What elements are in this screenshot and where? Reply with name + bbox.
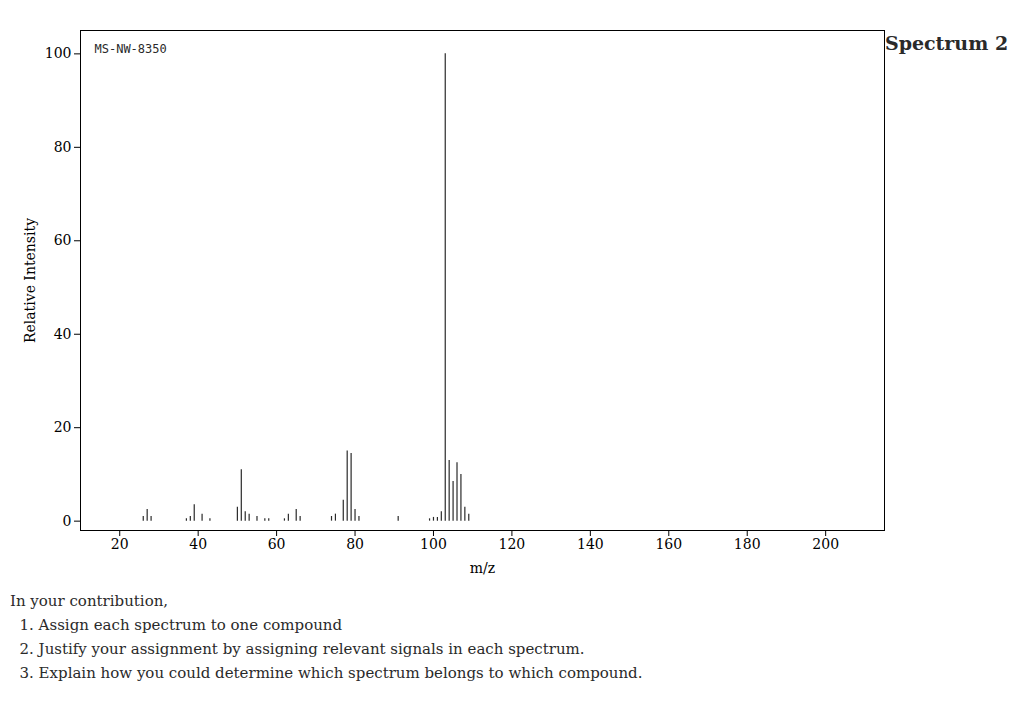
svg-text:140: 140 bbox=[577, 536, 604, 552]
svg-text:MS-NW-8350: MS-NW-8350 bbox=[95, 42, 167, 56]
svg-text:80: 80 bbox=[54, 139, 72, 155]
svg-text:40: 40 bbox=[54, 326, 72, 342]
svg-text:40: 40 bbox=[189, 536, 207, 552]
svg-text:Relative Intensity: Relative Intensity bbox=[22, 218, 38, 343]
html-text:3. Explain how you could deter: 3. Explain how you could determine which… bbox=[10, 664, 643, 682]
svg-text:60: 60 bbox=[268, 536, 286, 552]
svg-text:20: 20 bbox=[111, 536, 129, 552]
svg-text:Spectrum 2: Spectrum 2 bbox=[885, 32, 1008, 54]
svg-text:180: 180 bbox=[734, 536, 761, 552]
svg-text:0: 0 bbox=[63, 513, 72, 529]
svg-text:80: 80 bbox=[346, 536, 364, 552]
svg-text:120: 120 bbox=[499, 536, 526, 552]
svg-text:m/z: m/z bbox=[470, 560, 495, 576]
svg-text:20: 20 bbox=[54, 419, 72, 435]
svg-text:100: 100 bbox=[420, 536, 447, 552]
svg-text:100: 100 bbox=[45, 45, 72, 61]
svg-text:200: 200 bbox=[812, 536, 839, 552]
svg-text:160: 160 bbox=[655, 536, 682, 552]
html-text:1. Assign each spectrum to one: 1. Assign each spectrum to one compound bbox=[10, 616, 343, 634]
svg-text:60: 60 bbox=[54, 232, 72, 248]
html-text:In your contribution,: In your contribution, bbox=[10, 592, 169, 610]
html-text:2. Justify your assignment by: 2. Justify your assignment by assigning … bbox=[10, 640, 585, 658]
